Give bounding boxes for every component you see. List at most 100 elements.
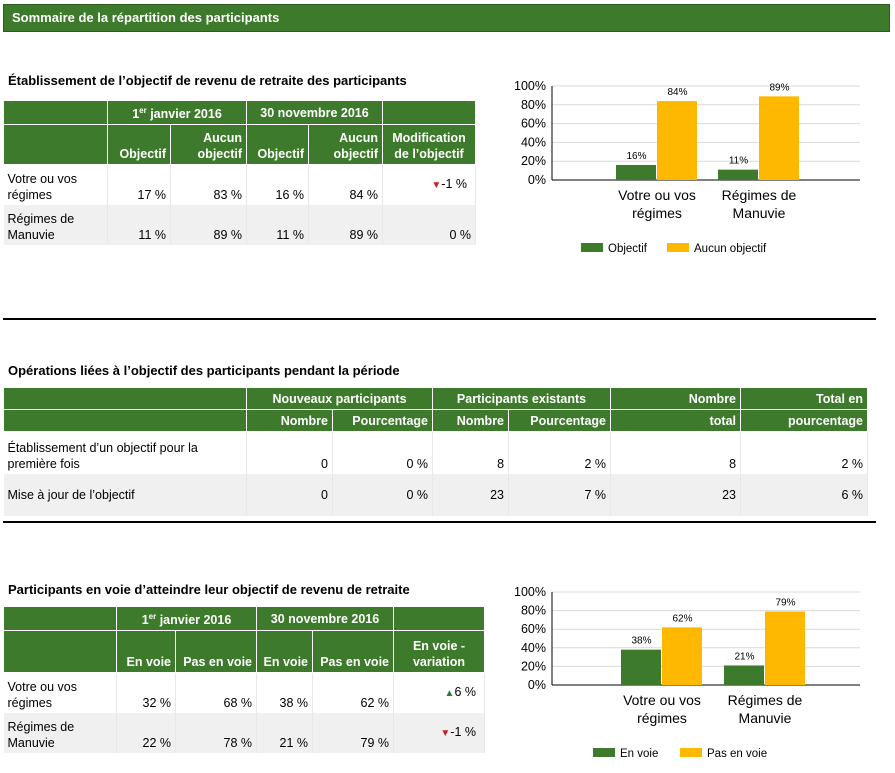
col-header: Objectif <box>107 124 171 166</box>
x-tick-label: Votre ou vos <box>618 187 696 203</box>
cell-value: 16 % <box>246 164 309 205</box>
legend-label: En voie <box>620 748 658 760</box>
col-header: Pourcentage <box>331 409 434 432</box>
y-tick-label: 80% <box>521 98 546 112</box>
bar <box>662 627 702 685</box>
cell-value: 23 <box>610 473 742 516</box>
y-tick-label: 20% <box>521 154 546 168</box>
group-header-jan: 1er janvier 2016 <box>107 99 247 126</box>
y-tick-label: 100% <box>514 79 546 93</box>
data-label: 79% <box>775 598 795 609</box>
cell-value: 2 % <box>508 431 612 474</box>
cell-value: 38 % <box>256 672 313 713</box>
data-label: 84% <box>667 87 687 98</box>
bar <box>724 665 764 685</box>
cell-value: 78 % <box>175 712 257 753</box>
cell-value: 8 <box>610 431 742 474</box>
cell-value: 89 % <box>308 204 383 245</box>
col-header-total: Nombre <box>610 387 742 410</box>
bar <box>657 101 697 180</box>
change-cell: ▲6 % <box>393 672 485 713</box>
section-divider <box>3 521 876 523</box>
cell-value: 11 % <box>246 204 309 245</box>
operations-table: Nouveaux participants Participants exist… <box>3 387 869 516</box>
x-tick-label: Régimes de <box>728 692 803 708</box>
y-tick-label: 40% <box>521 641 546 655</box>
col-header: En voie - variation <box>393 630 485 674</box>
col-header: Aucun objectif <box>308 124 383 166</box>
cell-value: 62 % <box>312 672 394 713</box>
y-tick-label: 60% <box>521 622 546 636</box>
cell-value: 23 <box>432 473 510 516</box>
row-label: Votre ou vos régimes <box>3 164 108 205</box>
change-cell: ▼-1 % <box>382 164 476 205</box>
y-tick-label: 40% <box>521 135 546 149</box>
section3-title: Participants en voie d’atteindre leur ob… <box>8 582 410 597</box>
col-header-total-pct: Total en <box>740 387 869 410</box>
data-label: 16% <box>626 151 646 162</box>
group-header-nov: 30 novembre 2016 <box>246 99 383 126</box>
row-label: Régimes de Manuvie <box>3 204 108 245</box>
group-header-jan: 1er janvier 2016 <box>116 605 257 632</box>
change-cell: ▼-1 % <box>393 712 485 753</box>
cell-value: 0 % <box>332 431 434 474</box>
data-label: 11% <box>729 156 748 167</box>
goal-setting-table: 1er janvier 2016 30 novembre 2016 Object… <box>3 99 476 245</box>
blank-header <box>393 605 485 632</box>
data-label: 38% <box>631 636 651 647</box>
legend-swatch <box>680 748 702 757</box>
table-row: Régimes de Manuvie 22 % 78 % 21 % 79 % ▼… <box>3 712 485 753</box>
table-row: Établissement d’un objectif pour la prem… <box>3 431 869 474</box>
summary-banner: Sommaire de la répartition des participa… <box>3 4 890 32</box>
data-label: 89% <box>769 82 789 93</box>
bar <box>621 649 661 685</box>
blank-header <box>3 630 117 674</box>
y-tick-label: 0% <box>528 678 546 692</box>
section-divider <box>3 318 876 320</box>
col-header: Modification de l’objectif <box>382 124 476 166</box>
cell-value: 32 % <box>116 672 176 713</box>
cell-value: 84 % <box>308 164 383 205</box>
cell-value: 6 % <box>740 473 869 516</box>
legend-label: Pas en voie <box>707 748 767 760</box>
row-label: Votre ou vos régimes <box>3 672 117 713</box>
table-row: Régimes de Manuvie 11 % 89 % 11 % 89 % 0… <box>3 204 476 245</box>
table-row: Votre ou vos régimes 32 % 68 % 38 % 62 %… <box>3 672 485 713</box>
data-label: 21% <box>734 651 754 662</box>
on-track-table: 1er janvier 2016 30 novembre 2016 En voi… <box>3 605 485 753</box>
blank-header <box>3 99 108 126</box>
y-tick-label: 0% <box>528 173 546 187</box>
col-header: Pourcentage <box>508 409 612 432</box>
row-label: Régimes de Manuvie <box>3 712 117 753</box>
group-header-new: Nouveaux participants <box>245 387 434 410</box>
cell-value: 0 <box>246 473 333 516</box>
x-tick-label: régimes <box>632 205 682 221</box>
legend-swatch <box>593 748 615 757</box>
cell-value: 68 % <box>175 672 257 713</box>
cell-value: 17 % <box>107 164 171 205</box>
cell-value: 0 <box>246 431 333 474</box>
x-tick-label: Manuvie <box>733 205 786 221</box>
cell-value: 0 % <box>332 473 434 516</box>
triangle-up-icon: ▲ <box>444 687 455 699</box>
cell-value: 79 % <box>312 712 394 753</box>
x-tick-label: Votre ou vos <box>623 692 701 708</box>
table-row: Votre ou vos régimes 17 % 83 % 16 % 84 %… <box>3 164 476 205</box>
legend-label: Objectif <box>608 243 648 255</box>
cell-value: 7 % <box>508 473 612 516</box>
col-header: Nombre <box>246 409 333 432</box>
change-cell: 0 % <box>382 204 476 245</box>
cell-value: 21 % <box>256 712 313 753</box>
cell-value: 2 % <box>740 431 869 474</box>
group-header-existing: Participants existants <box>432 387 612 410</box>
col-header: Aucun objectif <box>170 124 247 166</box>
col-header-total: total <box>610 409 742 432</box>
blank-header <box>3 387 247 410</box>
x-tick-label: régimes <box>637 710 687 726</box>
cell-value: 89 % <box>170 204 247 245</box>
blank-header <box>3 605 117 632</box>
legend-swatch <box>581 243 603 252</box>
bar <box>765 611 805 685</box>
x-tick-label: Régimes de <box>722 187 797 203</box>
row-label: Mise à jour de l’objectif <box>3 473 247 516</box>
